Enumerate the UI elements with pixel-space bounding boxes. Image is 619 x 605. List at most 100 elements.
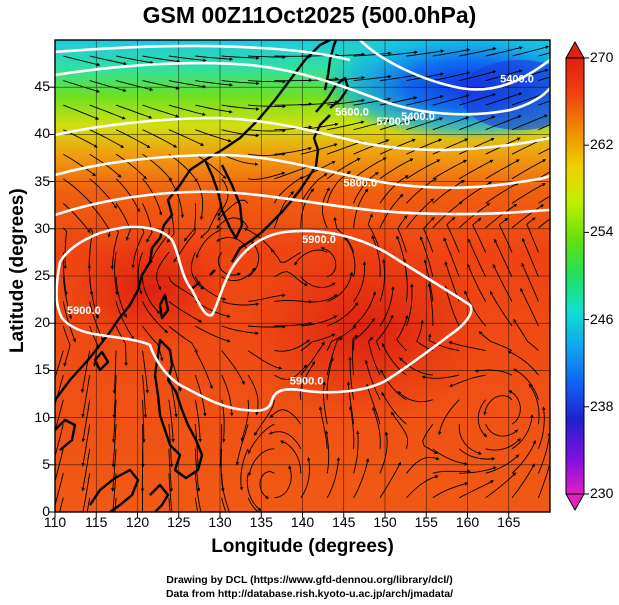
x-axis-label: Longitude (degrees) [211, 536, 394, 557]
streamline [397, 214, 408, 253]
streamline [459, 115, 496, 131]
streamline [81, 399, 91, 443]
streamline [427, 333, 460, 352]
streamline [300, 333, 336, 351]
map-title: GSM 00Z11Oct2025 (500.0hPa) [142, 2, 477, 28]
streamline [63, 178, 94, 206]
streamline [270, 248, 302, 263]
streamline [274, 125, 313, 131]
streamline [279, 440, 302, 474]
streamline [406, 159, 441, 180]
streamline [494, 238, 513, 278]
streamline [507, 350, 539, 376]
streamline [248, 324, 287, 329]
streamline [526, 217, 539, 253]
streamline [467, 238, 487, 278]
colorbar [565, 40, 589, 512]
streamline [240, 399, 249, 442]
streamline [168, 80, 207, 89]
streamline [194, 497, 199, 512]
streamline [248, 55, 287, 59]
streamline [114, 252, 119, 296]
streamline [379, 258, 386, 302]
streamline [458, 448, 496, 461]
streamline [381, 391, 407, 425]
streamline [221, 80, 260, 86]
contour-label: 5700.0 [376, 116, 410, 128]
streamline [432, 179, 465, 204]
x-tick-label: 145 [332, 514, 356, 530]
streamline [511, 114, 548, 131]
streamline [55, 399, 64, 433]
streamline [63, 55, 101, 67]
streamline [485, 472, 517, 499]
streamline [274, 146, 313, 155]
streamline [62, 276, 73, 320]
streamline [489, 290, 513, 327]
streamline [114, 497, 117, 512]
streamline [511, 204, 545, 229]
streamline [353, 157, 387, 180]
streamline [459, 466, 497, 474]
x-tick-label: 165 [497, 514, 521, 530]
streamline [274, 364, 308, 380]
streamline [218, 424, 223, 468]
contour-labels: 5400.0 5400.0 5600.0 5700.0 5800.0 5900.0 5900… [67, 73, 534, 387]
streamline [432, 48, 471, 57]
streamline [55, 448, 64, 491]
streamline [247, 423, 275, 455]
streamline [299, 360, 316, 400]
streamline [168, 301, 203, 323]
streamline [379, 175, 409, 204]
streamline [81, 424, 91, 467]
streamline [168, 497, 171, 512]
wind-streamlines [55, 45, 550, 512]
streamline [321, 187, 330, 229]
streamline [194, 178, 204, 221]
streamline [406, 138, 443, 155]
streamline [300, 188, 314, 228]
streamline [353, 119, 391, 131]
streamline [322, 381, 328, 425]
colorbar-tick-label: 262 [590, 136, 614, 153]
streamline [397, 391, 433, 403]
streamline [353, 171, 379, 204]
streamline [432, 469, 471, 474]
streamline [142, 325, 164, 362]
streamline [220, 448, 225, 492]
streamline [432, 138, 469, 155]
streamline [115, 276, 128, 319]
streamline [379, 431, 389, 474]
streamline [62, 202, 91, 234]
streamline [372, 406, 381, 449]
streamline [537, 432, 550, 474]
streamline [353, 261, 367, 302]
streamline [508, 390, 521, 425]
streamline [81, 448, 91, 492]
streamline [115, 104, 153, 119]
streamline [195, 55, 234, 61]
streamline [538, 218, 550, 229]
streamline [538, 171, 550, 180]
streamline [200, 203, 223, 239]
streamline [324, 430, 330, 474]
streamline [168, 276, 200, 301]
streamline [195, 153, 227, 179]
streamline [485, 46, 523, 57]
streamline [432, 116, 470, 131]
streamline [248, 448, 275, 477]
streamline [353, 51, 392, 57]
streamline [538, 147, 550, 155]
streamline [368, 336, 381, 376]
streamline [168, 129, 205, 146]
streamline [239, 448, 249, 491]
x-tick-label: 115 [85, 514, 108, 530]
streamline [498, 217, 513, 253]
streamline [485, 92, 523, 106]
streamline [364, 359, 381, 400]
streamline [63, 153, 97, 177]
streamline [474, 368, 513, 376]
streamline [379, 193, 404, 229]
streamline [300, 456, 311, 499]
